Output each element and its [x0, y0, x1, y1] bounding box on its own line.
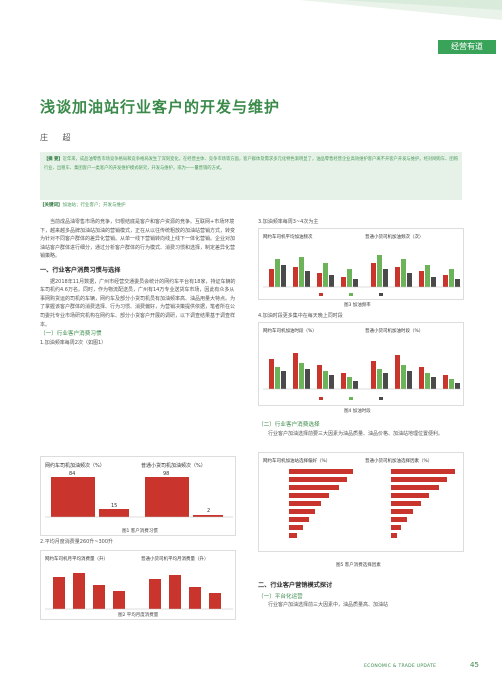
fig4-right-title: 普通小货司机加油时段（%）	[365, 327, 423, 334]
fig3-left-title: 网约车司机平均加油频次	[263, 233, 313, 240]
abstract-text: 近年来，成品油零售市场竞争格局和竞争格局发生了深刻变化，在经营主体、竞争市场等方…	[44, 157, 458, 171]
fig1-right-bar-2	[193, 515, 223, 517]
fig1-left-bar-1	[51, 477, 95, 517]
abstract: 【摘 要】近年来，成品油零售市场竞争格局和竞争格局发生了深刻变化，在经营主体、竞…	[40, 152, 462, 200]
keywords-text: 加油站；行业客户；开发与维护	[62, 203, 126, 208]
heading-two-one: （一）平台化运营	[258, 593, 303, 600]
figure-5: 网约车司机加油站选择偏好（%） 普通小货司机加油选择因素（%）	[258, 452, 464, 552]
item-one: 1.加油频率每周2次（如图1）	[40, 339, 107, 346]
fig4-left-title: 网约车司机加油时段（%）	[263, 327, 317, 334]
fig5-left-title: 网约车司机加油站选择偏好（%）	[263, 457, 330, 464]
fig5-right-hbars	[391, 469, 455, 538]
item-three: 3.加油频率每周3~4次为主	[258, 219, 319, 225]
fig5-right-title: 普通小货司机加油选择因素（%）	[365, 457, 432, 464]
heading-two: 二、行业客户营销模式探讨	[258, 582, 333, 589]
fig1-right-bar-1	[145, 477, 189, 517]
fig1-left-bar-2	[99, 509, 129, 517]
figure-3: 网约车司机平均加油频次 普通小货司机加油频次（次）	[258, 228, 464, 300]
fig2-caption: 图2 平均月度消费量	[118, 613, 159, 618]
header-decoration	[300, 0, 502, 20]
fig1-right-title: 普通小货司机加油频次（%）	[141, 462, 206, 469]
section-tab: 经营有道	[438, 40, 496, 54]
fig5-caption: 图5 客户消费选择因素	[336, 563, 381, 568]
fig3-caption: 图3 加油频率	[344, 303, 371, 308]
item-four: 4.加油时段更多集中在每天晚上同时段	[258, 313, 343, 319]
author: 庄 超	[40, 133, 77, 142]
heading-one-two: （二）行业客户消费选择	[258, 422, 320, 428]
fig1-left-title: 网约车司机加油频次（%）	[45, 462, 105, 469]
paragraph-two: 行业客户加油选择前要三大因素为油品质量、油品价格、加油站地理位置便利。	[268, 430, 444, 437]
fig2-right-title: 普通小货司机平均月消费量（升）	[141, 555, 209, 562]
heading-one-one: （一）行业客户消费习惯	[40, 331, 102, 338]
fig1-right-label-2: 2	[207, 508, 210, 514]
figure-2: 网约车司机月平均消费量（升） 普通小货司机平均月消费量（升）	[40, 550, 236, 620]
fig1-left-label-2: 15	[111, 503, 117, 509]
fig4-caption: 图4 加油时段	[344, 409, 371, 414]
figure-1: 网约车司机加油频次（%） 普通小货司机加油频次（%） 84 15 98 2	[40, 456, 236, 536]
paragraph-three: 行业客户加油选择前三大因素中，油品质量高、加油站	[268, 602, 389, 609]
right-section-three: 二、行业客户营销模式探讨 （一）平台化运营 行业客户加油选择前三大因素中，油品质…	[258, 576, 464, 610]
paragraph-one: 据2018年11月数据，广州市经营交通委员会统计的网约车平台有18家，持证车辆的…	[40, 278, 236, 328]
fig2-left-title: 网约车司机月平均消费量（升）	[45, 555, 108, 562]
item-four-wrap: 4.加油时段更多集中在每天晚上同时段	[258, 312, 464, 321]
abstract-label: 【摘 要】	[44, 157, 63, 162]
fig3-right-bars	[371, 255, 460, 287]
fig5-left-hbars	[289, 469, 353, 538]
right-section-two: （二）行业客户消费选择 行业客户加油选择前要三大因素为油品质量、油品价格、加油站…	[258, 420, 464, 438]
article-title: 浅谈加油站行业客户的开发与维护	[40, 98, 281, 116]
fig3-right-title: 普通小货司机加油频次（次）	[365, 233, 424, 240]
header-band	[0, 0, 502, 58]
keywords: 【关键词】加油站；行业客户；开发与维护	[40, 202, 126, 208]
left-column: 当前成品油零售市场的竞争，归根结底是客户和客户资源的竞争。互联网+市场环境下，越…	[40, 218, 236, 347]
keywords-label: 【关键词】	[40, 203, 63, 208]
fig4-right-bars	[371, 355, 460, 389]
item-two: 2.平均月度消费量260升~300升	[40, 538, 236, 547]
fig3-left-bars	[269, 257, 358, 287]
figure-4: 网约车司机加油时段（%） 普通小货司机加油时段（%）	[258, 322, 464, 406]
right-column-top: 3.加油频率每周3~4次为主	[258, 218, 464, 227]
item-two-text: 2.平均月度消费量260升~300升	[40, 539, 114, 545]
fig4-left-bars	[269, 353, 358, 389]
footer-journal: ECONOMIC & TRADE UPDATE	[364, 664, 437, 669]
heading-one: 一、行业客户消费习惯与选择	[40, 266, 121, 274]
intro-paragraph: 当前成品油零售市场的竞争，归根结底是客户和客户资源的竞争。互联网+市场环境下，越…	[40, 219, 236, 260]
fig1-left-label-1: 84	[69, 471, 75, 477]
fig1-right-label-1: 98	[163, 471, 169, 477]
page-number: 45	[470, 661, 479, 669]
fig1-caption: 图1 客户消费习惯	[122, 529, 158, 534]
